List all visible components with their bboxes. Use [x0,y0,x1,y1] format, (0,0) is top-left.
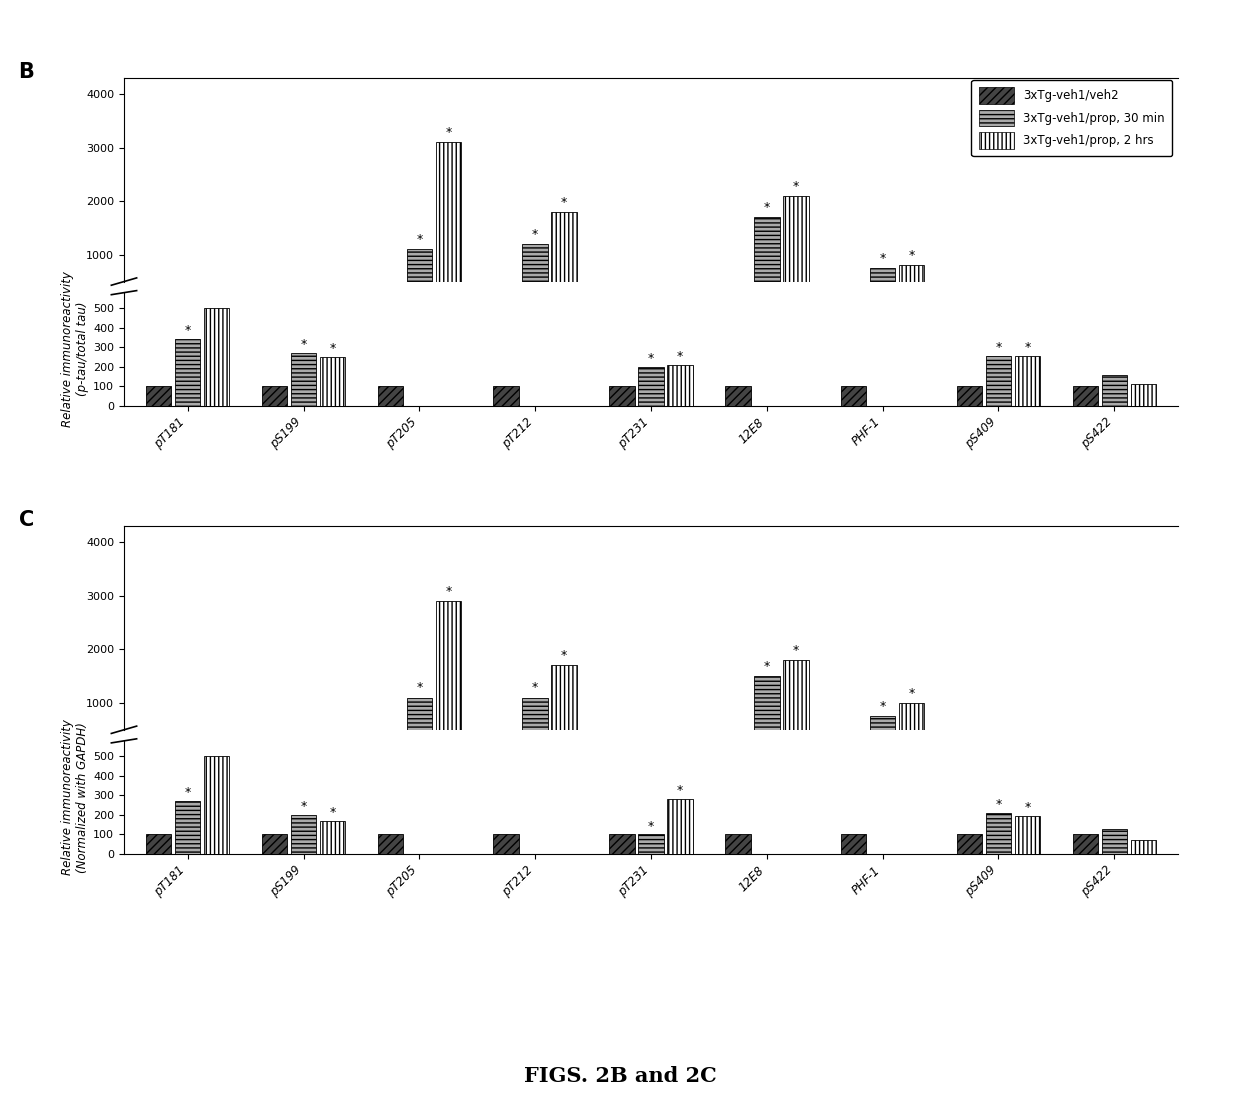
Text: C: C [19,510,33,530]
Bar [870,716,895,756]
Bar [609,387,635,405]
Bar [378,834,403,854]
Bar [870,268,895,309]
Bar [899,265,924,309]
Text: *: * [532,228,538,241]
Text: *: * [532,682,538,694]
Bar [320,821,345,854]
Bar [320,356,345,405]
Bar [435,602,461,756]
Bar [291,815,316,854]
Text: *: * [185,324,191,338]
Text: *: * [560,196,567,208]
Bar [522,697,548,756]
Text: *: * [330,805,336,819]
Legend: 3xTg-veh1/veh2, 3xTg-veh1/prop, 30 min, 3xTg-veh1/prop, 2 hrs: 3xTg-veh1/veh2, 3xTg-veh1/prop, 30 min, … [971,80,1172,156]
Bar [667,800,693,854]
Bar [494,387,520,405]
Text: *: * [647,352,655,364]
Bar [1014,356,1040,405]
Text: *: * [879,252,885,265]
Text: *: * [417,233,423,246]
Bar [754,217,780,309]
Text: *: * [560,649,567,663]
Bar [552,665,577,756]
Bar [203,309,229,405]
Bar [1073,387,1099,405]
Text: *: * [996,798,1002,811]
Bar [841,387,867,405]
Text: *: * [879,701,885,713]
Bar [494,834,520,854]
Bar [1073,834,1099,854]
Text: *: * [1024,801,1030,814]
Text: *: * [764,201,770,214]
Text: *: * [792,179,799,193]
Bar [1131,384,1156,405]
Text: *: * [909,250,915,262]
Bar [435,143,461,309]
Bar [262,834,288,854]
Bar [639,834,663,854]
Bar [754,676,780,756]
Text: *: * [996,341,1002,354]
Y-axis label: Relative immunoreactivity
(p-tau/total tau): Relative immunoreactivity (p-tau/total t… [61,272,89,427]
Text: *: * [330,342,336,355]
Text: *: * [764,659,770,673]
Bar [841,834,867,854]
Bar [986,356,1011,405]
Bar [407,697,432,756]
Bar [899,703,924,756]
Text: *: * [909,686,915,700]
Bar [782,661,808,756]
Bar [522,244,548,309]
Bar [1131,840,1156,854]
Bar [262,387,288,405]
Text: *: * [417,682,423,694]
Text: *: * [647,820,655,832]
Text: *: * [300,800,306,813]
Bar [552,212,577,309]
Text: *: * [300,339,306,351]
Bar [1101,374,1127,405]
Bar [986,813,1011,854]
Text: *: * [792,644,799,657]
Bar [175,340,201,405]
Bar [146,387,171,405]
Y-axis label: Relative immunoreactivity
(Normalized with GAPDH): Relative immunoreactivity (Normalized wi… [61,720,89,876]
Text: *: * [185,786,191,800]
Text: FIGS. 2B and 2C: FIGS. 2B and 2C [523,1066,717,1086]
Bar [291,353,316,405]
Bar [378,387,403,405]
Bar [725,834,750,854]
Text: *: * [445,126,451,139]
Bar [667,364,693,405]
Bar [609,834,635,854]
Bar [725,387,750,405]
Bar [1014,815,1040,854]
Bar [175,801,201,854]
Bar [639,367,663,405]
Text: *: * [677,350,683,363]
Text: *: * [677,784,683,798]
Bar [146,834,171,854]
Bar [203,756,229,854]
Bar [1101,829,1127,854]
Text: *: * [445,585,451,598]
Bar [957,387,982,405]
Bar [782,196,808,309]
Bar [957,834,982,854]
Bar [407,250,432,309]
Text: *: * [1024,341,1030,354]
Text: B: B [19,61,35,81]
